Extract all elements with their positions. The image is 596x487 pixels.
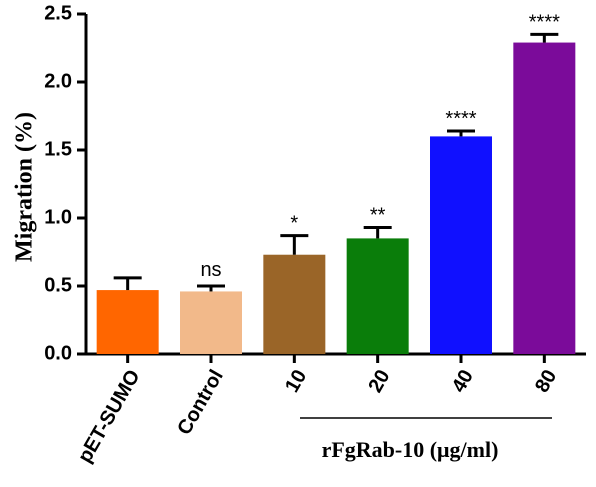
y-axis: 0.0 0.5 1.0 1.5 2.0 2.5 xyxy=(44,2,88,364)
bar xyxy=(180,291,242,354)
x-axis xyxy=(84,352,586,363)
y-tick-label: 1.0 xyxy=(44,206,72,228)
significance-labels: ns* ********** xyxy=(200,11,560,281)
error-bars xyxy=(113,32,559,292)
y-tick-label: 0.0 xyxy=(44,342,72,364)
x-tick-label: pET-SUMO xyxy=(74,366,145,466)
group-label: rFgRab-10 (μg/ml) xyxy=(322,437,499,462)
x-tick-label: 40 xyxy=(448,366,478,396)
x-tick-label: 80 xyxy=(531,366,561,396)
x-tick-label: Control xyxy=(173,366,228,439)
bar xyxy=(346,238,409,354)
x-tick-label: 10 xyxy=(281,366,311,396)
bar xyxy=(513,42,576,355)
y-tick-label: 1.5 xyxy=(44,138,72,160)
y-tick-label: 2.5 xyxy=(44,2,72,24)
bar xyxy=(430,136,492,354)
significance-label: **** xyxy=(445,108,476,130)
significance-label: ns xyxy=(200,259,221,281)
y-tick-label: 0.5 xyxy=(44,274,72,296)
x-tick-label: 20 xyxy=(364,366,394,396)
bar xyxy=(263,254,326,354)
y-axis-title: Migration (%) xyxy=(12,112,38,262)
bars xyxy=(96,42,576,355)
significance-label: **** xyxy=(529,11,560,33)
bar xyxy=(96,290,159,354)
y-tick-label: 2.0 xyxy=(44,70,72,92)
significance-label: * xyxy=(290,213,298,235)
significance-label: ** xyxy=(370,205,386,227)
